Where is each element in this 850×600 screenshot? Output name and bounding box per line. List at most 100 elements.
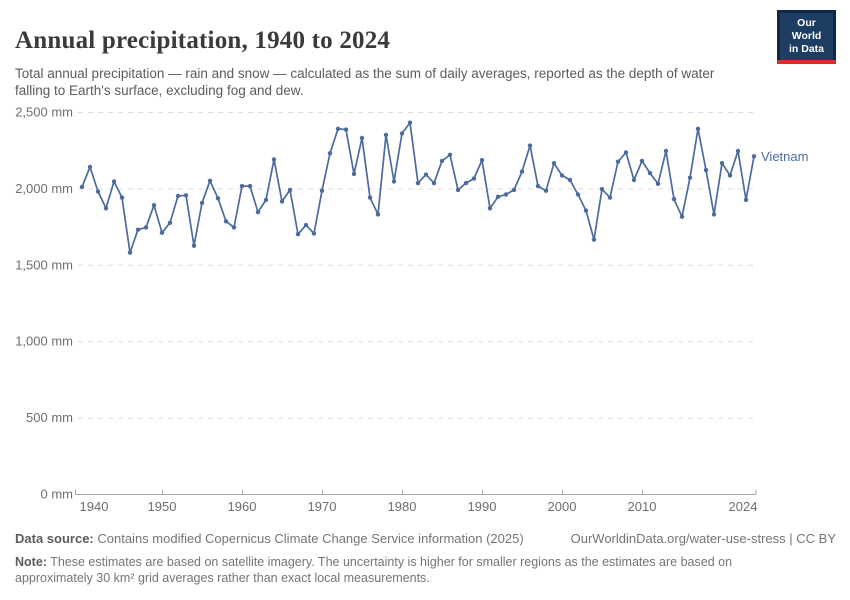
data-point[interactable] [487,206,493,211]
license-link[interactable]: OurWorldinData.org/water-use-stress | CC… [570,531,836,546]
data-point[interactable] [175,193,181,199]
data-point[interactable] [223,219,229,224]
data-point[interactable] [527,143,533,148]
data-point[interactable] [743,197,749,203]
data-point[interactable] [191,243,197,248]
data-point[interactable] [215,196,221,201]
data-point[interactable] [135,227,141,232]
data-point[interactable] [615,159,621,164]
data-point[interactable] [639,158,645,164]
data-point[interactable] [695,126,701,131]
data-point[interactable] [751,154,757,159]
data-point[interactable] [383,132,389,138]
data-point[interactable] [439,158,445,164]
data-point[interactable] [727,173,733,178]
data-source: Data source: Contains modified Copernicu… [15,530,524,548]
y-axis-tick-label: 1,500 mm [15,257,73,272]
data-point[interactable] [119,195,125,200]
y-axis-tick-label: 2,500 mm [15,105,73,120]
data-point[interactable] [575,192,581,197]
data-point[interactable] [95,189,101,194]
data-point[interactable] [735,148,741,154]
data-point[interactable] [599,187,605,192]
data-point[interactable] [679,214,685,219]
data-point[interactable] [503,192,509,197]
data-point[interactable] [607,195,613,200]
data-point[interactable] [143,225,149,230]
data-point[interactable] [103,206,109,211]
data-point[interactable] [423,172,429,177]
data-point[interactable] [351,171,357,177]
data-point[interactable] [199,200,205,206]
data-point[interactable] [647,170,653,176]
data-point[interactable] [255,209,261,215]
data-point[interactable] [663,148,669,154]
owid-logo[interactable]: Our World in Data [777,10,836,65]
x-axis-tick-label: 1980 [388,499,417,514]
data-point[interactable] [263,197,269,203]
data-point[interactable] [271,157,277,162]
data-point[interactable] [567,177,573,183]
data-point[interactable] [519,169,525,174]
data-source-label: Data source: [15,531,94,546]
data-point[interactable] [495,194,501,199]
data-point[interactable] [447,152,453,157]
data-point[interactable] [407,120,413,125]
data-point[interactable] [623,150,629,155]
data-point[interactable] [455,187,461,193]
entity-label[interactable]: Vietnam [761,149,808,164]
data-point[interactable] [535,183,541,189]
y-axis-tick-label: 500 mm [26,410,73,425]
data-point[interactable] [391,179,397,184]
data-point[interactable] [183,193,189,198]
data-point[interactable] [231,225,237,230]
data-point[interactable] [239,183,245,189]
data-point[interactable] [511,187,517,193]
data-point[interactable] [79,184,85,190]
data-point[interactable] [367,195,373,200]
data-point[interactable] [327,151,333,156]
data-point[interactable] [151,203,157,208]
data-point[interactable] [359,135,365,141]
chart-footer: Data source: Contains modified Copernicu… [15,530,836,587]
y-axis-tick-label: 0 mm [41,487,74,502]
data-point[interactable] [127,250,133,255]
data-point[interactable] [159,230,165,235]
data-point[interactable] [287,187,293,193]
data-point[interactable] [415,180,421,186]
trend-line [81,121,755,254]
data-point[interactable] [543,188,549,193]
data-point[interactable] [463,180,469,186]
data-point[interactable] [87,164,93,170]
x-axis-tick-label: 1960 [228,499,257,514]
data-point[interactable] [335,126,341,131]
data-point[interactable] [247,183,253,189]
data-point[interactable] [583,208,589,213]
data-point[interactable] [479,157,485,163]
data-point[interactable] [551,161,557,166]
data-point[interactable] [167,220,173,225]
data-point[interactable] [207,178,213,183]
data-point[interactable] [655,181,661,186]
data-point[interactable] [279,199,285,204]
data-point[interactable] [703,167,709,173]
data-point[interactable] [687,175,693,180]
data-point[interactable] [303,222,309,228]
data-point[interactable] [431,180,437,186]
data-point[interactable] [711,212,717,217]
data-point[interactable] [591,237,597,242]
data-point[interactable] [399,131,405,136]
data-point[interactable] [671,196,677,202]
data-point[interactable] [343,127,349,132]
data-point[interactable] [295,232,301,237]
data-point[interactable] [319,188,325,193]
data-point[interactable] [311,231,317,236]
data-point[interactable] [559,173,565,178]
data-point[interactable] [111,179,117,184]
data-point[interactable] [631,177,637,183]
y-axis-tick-label: 2,000 mm [15,181,73,196]
data-point[interactable] [375,212,381,217]
data-point[interactable] [719,161,725,166]
data-point[interactable] [471,176,477,181]
footnote: Note: These estimates are based on satel… [15,554,757,588]
